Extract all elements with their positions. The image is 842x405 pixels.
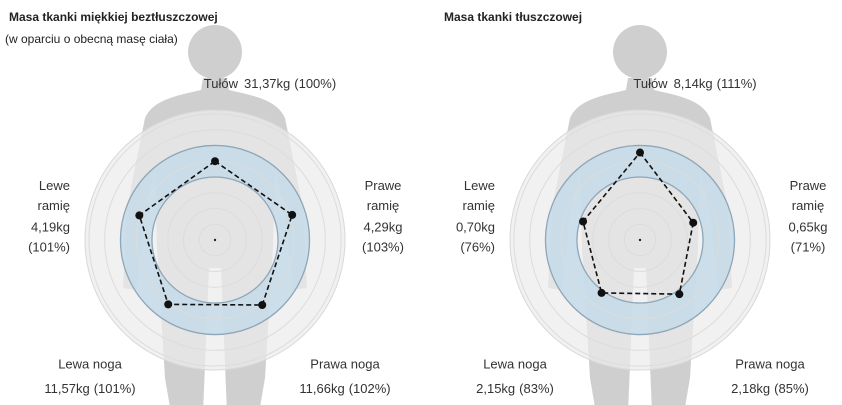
category-label: Tułów: [633, 76, 668, 91]
radar-point: [164, 300, 172, 308]
radar-point: [636, 149, 644, 157]
category-label: Lewa noga: [483, 356, 547, 371]
category-label: Prawa noga: [735, 356, 805, 371]
category-label: Lewa noga: [58, 356, 122, 371]
radar-point: [598, 289, 606, 297]
category-label: Prawa noga: [310, 356, 380, 371]
radar-point: [258, 301, 266, 309]
mass-label: 11,57kg: [44, 381, 89, 396]
value-label: (83%): [519, 381, 554, 396]
value-label: (101%): [28, 239, 70, 254]
segment-value: 11,66kg (102%): [299, 381, 390, 396]
value-label: (111%): [717, 76, 757, 91]
mass-label: 4,19kg: [31, 219, 70, 234]
segment-value: 2,18kg (85%): [731, 381, 809, 396]
radar-point: [288, 211, 296, 219]
mass-label: 0,70kg: [456, 219, 495, 234]
value-label: (100%): [294, 76, 336, 91]
mass-label: 8,14kg: [674, 76, 713, 91]
value-label: (102%): [349, 381, 391, 396]
segment-label: Tułów 31,37kg (100%): [204, 76, 336, 91]
value-label: (76%): [460, 239, 495, 254]
radar-point: [675, 290, 683, 298]
segment-value: 11,57kg (101%): [44, 381, 135, 396]
mass-label: 4,29kg: [363, 219, 402, 234]
chart-title: Masa tkanki miękkiej beztłuszczowej: [9, 10, 218, 24]
mass-label: 31,37kg: [244, 76, 290, 91]
note: (w oparciu o obecną masę ciała): [5, 32, 178, 46]
mass-label: 2,15kg: [476, 381, 515, 396]
chart: Masa tkanki miękkiej beztłuszczowej Masa …: [0, 0, 842, 405]
page: Masa tkanki miękkiej beztłuszczowej Masa …: [0, 0, 842, 405]
radar-point: [135, 211, 143, 219]
center-dot: [639, 239, 641, 241]
subtitle: Masa tkanki miękkiej beztłuszczowej: [9, 10, 218, 24]
radar-point: [689, 219, 697, 227]
center-dot: [214, 239, 216, 241]
subtitle: Masa tkanki tłuszczowej: [444, 10, 582, 24]
segment-label: Tułów 8,14kg (111%): [633, 76, 756, 91]
value-label: (85%): [774, 381, 809, 396]
chart-title: Masa tkanki tłuszczowej: [444, 10, 582, 24]
radar-point: [211, 157, 219, 165]
value-label: (71%): [791, 239, 826, 254]
mass-label: 11,66kg: [299, 381, 344, 396]
mass-label: 2,18kg: [731, 381, 770, 396]
radar-point: [579, 217, 587, 225]
mass-label: 0,65kg: [788, 219, 827, 234]
value-label: (103%): [362, 239, 404, 254]
value-label: (101%): [94, 381, 136, 396]
category-label: Tułów: [204, 76, 239, 91]
plot-layer: Masa tkanki miękkiej beztłuszczowej Masa …: [5, 10, 828, 396]
segment-value: 2,15kg (83%): [476, 381, 554, 396]
